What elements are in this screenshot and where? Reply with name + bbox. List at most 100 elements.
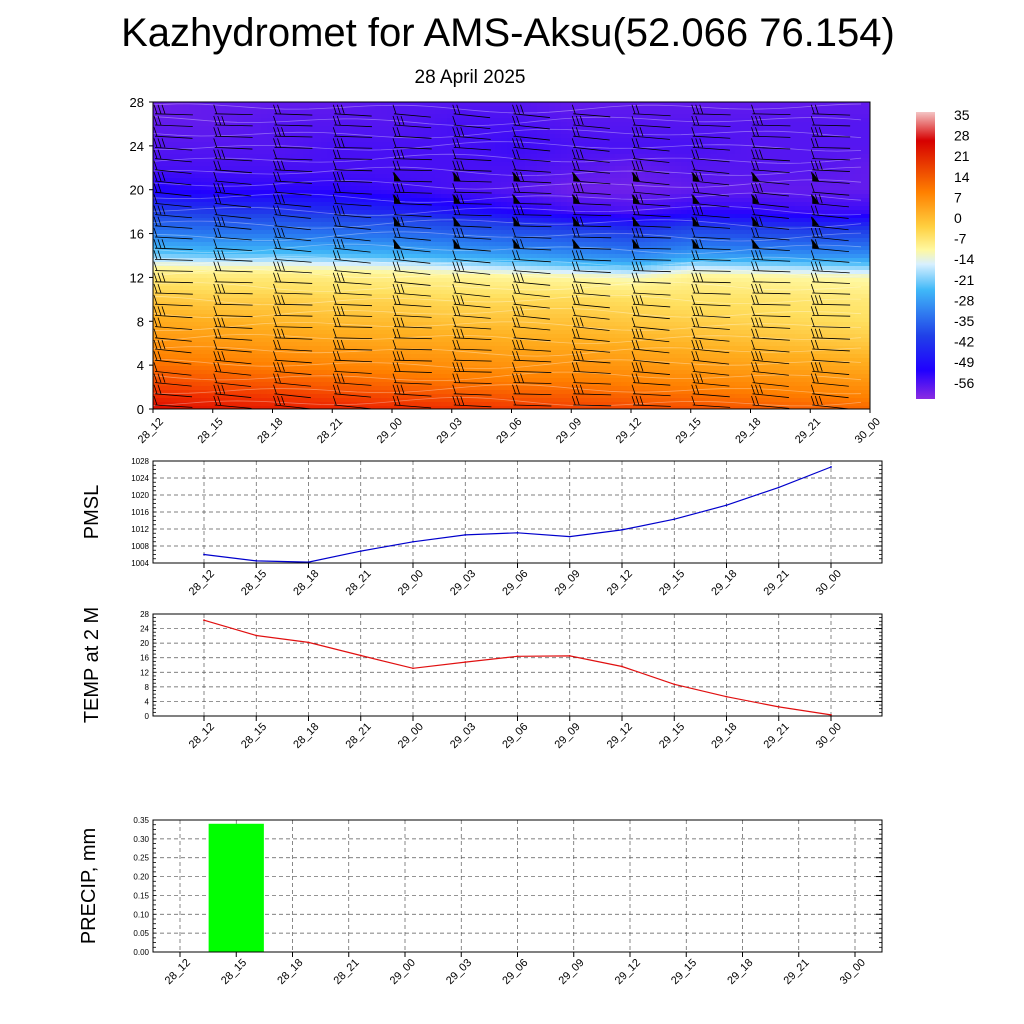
heatmap-cell: [501, 222, 508, 227]
heatmap-cell: [315, 238, 322, 243]
heatmap-cell: [513, 142, 520, 147]
heatmap-cell: [591, 262, 598, 267]
heatmap-cell: [189, 210, 196, 215]
heatmap-cell: [423, 106, 430, 111]
heatmap-cell: [663, 166, 670, 171]
heatmap-cell: [609, 122, 616, 127]
heatmap-cell: [465, 214, 472, 219]
heatmap-cell: [159, 122, 166, 127]
heatmap-cell: [573, 154, 580, 159]
heatmap-cell: [675, 234, 682, 239]
heatmap-cell: [177, 222, 184, 227]
heatmap-cell: [387, 238, 394, 243]
heatmap-cell: [747, 114, 754, 119]
heatmap-cell: [405, 110, 412, 115]
heatmap-cell: [465, 206, 472, 211]
heatmap-cell: [525, 106, 532, 111]
heatmap-cell: [243, 162, 250, 167]
heatmap-cell: [237, 250, 244, 255]
heatmap-cell: [861, 162, 868, 167]
heatmap-cell: [501, 238, 508, 243]
heatmap-cell: [327, 226, 334, 231]
heatmap-cell: [711, 162, 718, 167]
heatmap-cell: [789, 138, 796, 143]
heatmap-cell: [177, 126, 184, 131]
heatmap-cell: [777, 162, 784, 167]
heatmap-cell: [741, 214, 748, 219]
heatmap-cell: [789, 114, 796, 119]
heatmap-cell: [213, 126, 220, 131]
heatmap-cell: [657, 154, 664, 159]
heatmap-cell: [423, 262, 430, 267]
heatmap-cell: [609, 258, 616, 263]
heatmap-cell: [603, 178, 610, 183]
heatmap-cell: [843, 170, 850, 175]
heatmap-cell: [771, 214, 778, 219]
heatmap-cell: [855, 110, 862, 115]
heatmap-cell: [297, 250, 304, 255]
heatmap-cell: [687, 214, 694, 219]
heatmap-cell: [537, 110, 544, 115]
heatmap-cell: [711, 202, 718, 207]
heatmap-cell: [465, 142, 472, 147]
heatmap-cell: [657, 102, 664, 107]
heatmap-cell: [249, 218, 256, 223]
heatmap-cell: [795, 202, 802, 207]
heatmap-cell: [183, 158, 190, 163]
heatmap-cell: [609, 134, 616, 139]
heatmap-cell: [771, 126, 778, 131]
heatmap-cell: [513, 266, 520, 271]
heatmap-cell: [861, 110, 868, 115]
heatmap-cell: [813, 234, 820, 239]
heatmap-cell: [465, 162, 472, 167]
heatmap-cell: [567, 186, 574, 191]
heatmap-cell: [477, 226, 484, 231]
heatmap-cell: [363, 258, 370, 263]
heatmap-cell: [693, 202, 700, 207]
heatmap-cell: [477, 238, 484, 243]
heatmap-cell: [555, 262, 562, 267]
heatmap-cell: [645, 154, 652, 159]
heatmap-cell: [201, 198, 208, 203]
heatmap-cell: [237, 194, 244, 199]
heatmap-cell: [189, 126, 196, 131]
heatmap-cell: [765, 126, 772, 131]
heatmap-cell: [453, 250, 460, 255]
heatmap-cell: [801, 230, 808, 235]
heatmap-cell: [165, 166, 172, 171]
heatmap-cell: [843, 262, 850, 267]
heatmap-cell: [189, 106, 196, 111]
heatmap-cell: [639, 142, 646, 147]
heatmap-cell: [777, 110, 784, 115]
heatmap-cell: [627, 214, 634, 219]
heatmap-cell: [441, 106, 448, 111]
heatmap-cell: [399, 162, 406, 167]
heatmap-cell: [243, 146, 250, 151]
heatmap-cell: [789, 198, 796, 203]
heatmap-cell: [339, 182, 346, 187]
heatmap-cell: [399, 114, 406, 119]
heatmap-cell: [495, 222, 502, 227]
heatmap-cell: [531, 206, 538, 211]
heatmap-cell: [231, 154, 238, 159]
heatmap-cell: [345, 146, 352, 151]
heatmap-cell: [549, 166, 556, 171]
heatmap-cell: [447, 142, 454, 147]
heatmap-cell: [831, 230, 838, 235]
heatmap-cell: [393, 262, 400, 267]
heatmap-cell: [489, 194, 496, 199]
heatmap-cell: [285, 130, 292, 135]
heatmap-cell: [801, 226, 808, 231]
heatmap-cell: [855, 190, 862, 195]
heatmap-cell: [723, 242, 730, 247]
heatmap-cell: [501, 114, 508, 119]
heatmap-cell: [573, 166, 580, 171]
heatmap-cell: [579, 126, 586, 131]
heatmap-cell: [267, 162, 274, 167]
heatmap-cell: [789, 110, 796, 115]
heatmap-cell: [765, 226, 772, 231]
heatmap-cell: [441, 246, 448, 251]
heatmap-cell: [723, 206, 730, 211]
heatmap-cell: [525, 182, 532, 187]
heatmap-cell: [741, 218, 748, 223]
